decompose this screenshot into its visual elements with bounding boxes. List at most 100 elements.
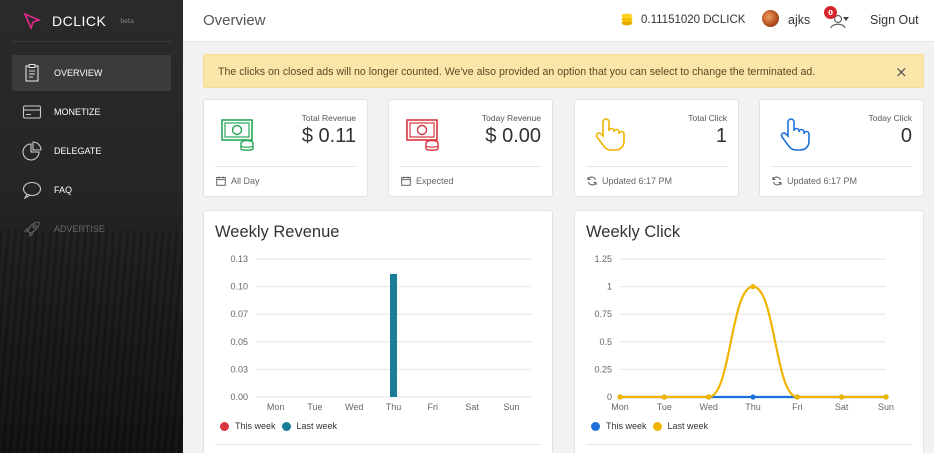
- chart-legend: This week Last week: [591, 421, 708, 431]
- sign-out-link[interactable]: Sign Out: [870, 13, 919, 27]
- weekly-revenue-panel: Weekly Revenue 0.00 0.03 0.05 0.07 0.10 0.13 M…: [203, 210, 553, 453]
- x-tick-label: Fri: [428, 402, 439, 412]
- y-tick-label: 0.03: [230, 364, 248, 374]
- legend-label[interactable]: This week: [235, 421, 276, 431]
- card-icon: [22, 102, 42, 122]
- x-tick-label: Tue: [657, 402, 672, 412]
- sidebar-item-advertise[interactable]: ADVERTISE: [12, 211, 171, 247]
- stat-footer: Updated 6:17 PM: [772, 176, 857, 186]
- stat-value: $ 0.11: [301, 125, 356, 147]
- x-tick-label: Thu: [386, 402, 402, 412]
- data-point: [750, 394, 756, 400]
- refresh-icon: [587, 176, 597, 186]
- weekly-click-panel: Weekly Click 0 0.25 0.5 0.75 1 1.25 Mon Tue Wed T…: [574, 210, 924, 453]
- y-tick-label: 0.00: [230, 392, 248, 402]
- stat-footer: All Day: [216, 176, 260, 186]
- x-tick-label: Sat: [835, 402, 849, 412]
- stat-value: 0: [900, 125, 912, 147]
- x-tick-label: Sun: [503, 402, 519, 412]
- divider: [12, 41, 171, 42]
- y-tick-label: 0.07: [230, 309, 248, 319]
- x-tick-label: Mon: [611, 402, 629, 412]
- y-tick-label: 0: [607, 392, 612, 402]
- chat-bubble-icon: [22, 180, 42, 200]
- chevron-down-icon[interactable]: [843, 17, 849, 21]
- pointer-hand-icon: [595, 118, 625, 151]
- money-coins-icon: [406, 119, 439, 151]
- data-point: [883, 394, 889, 400]
- brand[interactable]: DCLICK beta: [22, 10, 134, 32]
- brand-tag: beta: [120, 17, 134, 25]
- alert-text: The clicks on closed ads will no longer …: [218, 66, 816, 78]
- balance-amount: 0.11151020 DCLICK: [641, 14, 746, 26]
- legend-label[interactable]: This week: [606, 421, 647, 431]
- sidebar-item-label: FAQ: [54, 185, 73, 195]
- stat-label: Total Revenue: [301, 113, 356, 123]
- stat-label: Today Click: [868, 113, 912, 123]
- pie-chart-icon: [22, 141, 42, 161]
- y-tick-label: 0.13: [230, 254, 248, 264]
- stat-footer-text: Updated 6:17 PM: [602, 176, 673, 186]
- stat-card-today-revenue: Today Revenue $ 0.00 Expected: [388, 99, 553, 197]
- divider: [215, 444, 541, 445]
- alert-banner: The clicks on closed ads will no longer …: [203, 54, 924, 88]
- calendar-icon: [216, 176, 226, 186]
- data-point: [706, 394, 712, 400]
- money-coins-icon: [221, 119, 254, 151]
- sidebar-item-label: DELEGATE: [54, 146, 102, 156]
- stat-footer-text: Updated 6:17 PM: [787, 176, 858, 186]
- sidebar-item-label: ADVERTISE: [54, 224, 105, 234]
- stat-card-total-revenue: Total Revenue $ 0.11 All Day: [203, 99, 368, 197]
- stat-card-total-click: Total Click 1 Updated 6:17 PM: [574, 99, 739, 197]
- y-tick-label: 0.05: [230, 337, 248, 347]
- stat-label: Today Revenue: [481, 113, 541, 123]
- sidebar-item-monetize[interactable]: MONETIZE: [12, 94, 171, 130]
- stat-footer: Updated 6:17 PM: [587, 176, 672, 186]
- divider: [586, 166, 727, 167]
- weekly-click-chart: 0 0.25 0.5 0.75 1 1.25 Mon Tue Wed Thu Fri Sat Sun: [594, 254, 894, 412]
- data-point: [617, 394, 623, 400]
- sidebar-nav: OVERVIEW MONETIZE DELEGATE FAQ ADVERTISE: [12, 55, 171, 250]
- legend-swatch: [281, 421, 291, 431]
- weekly-revenue-chart: 0.00 0.03 0.05 0.07 0.10 0.13 Mon Tue Wed Thu Fri S…: [230, 254, 531, 412]
- bar: [390, 273, 397, 397]
- data-point: [661, 394, 667, 400]
- x-tick-label: Mon: [267, 402, 285, 412]
- stat-value: 1: [715, 125, 727, 147]
- x-tick-label: Sun: [878, 402, 894, 412]
- calendar-icon: [401, 176, 411, 186]
- topbar: Overview 0.11151020 DCLICK ajks 0 Sign O…: [183, 0, 934, 42]
- notification-user-icon[interactable]: [827, 10, 849, 30]
- coin-stack-icon: [621, 13, 633, 26]
- chart-legend: This week Last week: [220, 421, 337, 431]
- stat-footer: Expected: [401, 176, 454, 186]
- divider: [771, 166, 912, 167]
- x-tick-label: Tue: [307, 402, 322, 412]
- rocket-icon: [22, 219, 42, 239]
- y-tick-label: 0.10: [230, 282, 248, 292]
- divider: [586, 444, 912, 445]
- stat-footer-text: All Day: [231, 176, 260, 186]
- notification-badge: 0: [824, 6, 837, 19]
- y-tick-label: 0.25: [594, 364, 612, 374]
- y-tick-label: 0.5: [599, 337, 612, 347]
- sidebar-item-delegate[interactable]: DELEGATE: [12, 133, 171, 169]
- pointer-hand-icon: [780, 118, 810, 151]
- x-tick-label: Thu: [745, 402, 761, 412]
- chart-title: Weekly Revenue: [215, 223, 340, 241]
- y-tick-label: 1: [607, 282, 612, 292]
- legend-label[interactable]: Last week: [667, 421, 709, 431]
- username[interactable]: ajks: [788, 13, 811, 27]
- sidebar-item-faq[interactable]: FAQ: [12, 172, 171, 208]
- data-point: [750, 284, 756, 290]
- avatar[interactable]: [762, 10, 779, 27]
- sidebar-item-overview[interactable]: OVERVIEW: [12, 55, 171, 91]
- x-tick-label: Sat: [465, 402, 479, 412]
- refresh-icon: [772, 176, 782, 186]
- close-icon[interactable]: ×: [895, 63, 908, 81]
- legend-label[interactable]: Last week: [296, 421, 338, 431]
- stat-footer-text: Expected: [416, 176, 454, 186]
- page-title: Overview: [203, 12, 266, 29]
- dclick-logo-icon: [23, 12, 42, 31]
- chart-title: Weekly Click: [586, 223, 681, 241]
